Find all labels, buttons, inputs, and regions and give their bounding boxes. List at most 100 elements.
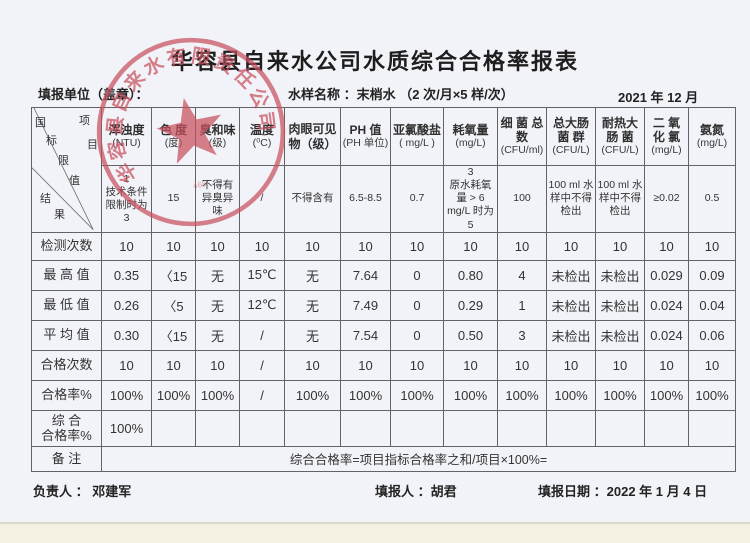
table-row-pass-count: 合格次数 10 10 10 / 10 10 10 10 10 10 10 10 … <box>31 349 736 381</box>
corner-result-char: 结 <box>40 193 51 205</box>
table-cell: 10 <box>443 349 498 381</box>
table-cell: 未检出 <box>595 259 645 291</box>
column-header: PH 值 (PH 单位) <box>340 107 391 166</box>
table-cell: 10 <box>595 231 645 261</box>
fill-date: 填报日期 ：2022 年 1 月 4 日 <box>538 484 708 499</box>
table-row-comprehensive-rate: 综 合 合格率% 100% <box>31 409 736 447</box>
column-header: 肉眼可见 物（级） <box>284 107 341 166</box>
row-label: 综 合 合格率% <box>31 409 102 447</box>
table-cell: 无 <box>195 289 240 321</box>
table-cell: 未检出 <box>595 319 645 351</box>
table-cell <box>340 409 391 447</box>
table-cell: 0 <box>390 289 444 321</box>
table-row-avg: 平 均 值 0.30 〈15 无 / 无 7.54 0 0.50 3 未检出 未… <box>31 319 736 351</box>
limit-cell: 6.5-8.5 <box>340 165 391 233</box>
limits-row: 1 技术条件 限制时为 3 15 不得有 异臭异 味 / 不得含有 6.5-8.… <box>32 165 736 233</box>
table-cell: / <box>239 379 285 411</box>
table-cell: 10 <box>101 349 152 381</box>
limit-cell: 100 ml 水 样中不得 检出 <box>595 165 645 233</box>
table-cell: 0 <box>390 319 444 351</box>
table-cell: 0.024 <box>644 319 689 351</box>
limit-cell: 不得含有 <box>284 165 341 233</box>
sample-label: 水样名称 ： <box>288 87 357 102</box>
table-cell: 100% <box>688 379 736 411</box>
row-label: 最 低 值 <box>31 289 102 321</box>
table-cell: 10 <box>195 349 240 381</box>
limit-cell: 100 ml 水 样中不得 检出 <box>546 165 596 233</box>
corner-cell: 项 目 国 标 限 值 结 果 <box>31 107 102 233</box>
limit-cell: / <box>239 165 285 233</box>
table-cell: 10 <box>340 231 391 261</box>
sample-value: 末梢水 （2 次/月×5 样/次） <box>356 87 514 102</box>
table-cell <box>546 409 596 447</box>
table-cell: 100% <box>101 409 152 447</box>
scan-edge-strip <box>0 522 750 543</box>
table-row-max: 最 高 值 0.35 〈15 无 15℃ 无 7.64 0 0.80 4 未检出… <box>31 259 736 291</box>
table-cell: 100% <box>390 379 444 411</box>
column-header: 总大肠 菌 群 (CFU/L) <box>546 107 596 166</box>
fill-unit-label: 填报单位（盖章）： <box>38 87 149 102</box>
limit-cell: 不得有 异臭异 味 <box>195 165 240 233</box>
corner-result-char: 果 <box>54 209 65 221</box>
column-header: 亚氯酸盐( mg/L ) <box>390 107 444 166</box>
table-cell: 100% <box>443 379 498 411</box>
table-cell <box>151 409 196 447</box>
table-cell: 未检出 <box>546 289 596 321</box>
table-cell <box>595 409 645 447</box>
table-cell: 7.54 <box>340 319 391 351</box>
table-cell: 100% <box>151 379 196 411</box>
table-cell: 7.64 <box>340 259 391 291</box>
quality-table: 项 目 国 标 限 值 结 果 浑浊度 (NTU) 色 度 (度) 臭和味 (级) 温… <box>31 107 736 472</box>
table-cell: 10 <box>688 349 736 381</box>
table-cell: 10 <box>546 349 596 381</box>
table-row-pass-rate: 合格率% 100% 100% 100% / 100% 100% 100% 100… <box>31 379 736 411</box>
table-cell: 100% <box>101 379 152 411</box>
table-cell: 10 <box>101 231 152 261</box>
table-cell: 无 <box>284 319 341 351</box>
corner-item-char: 项 <box>79 115 90 127</box>
table-cell: 10 <box>644 231 689 261</box>
column-header: 臭和味 (级) <box>195 107 240 166</box>
table-cell: 100% <box>546 379 596 411</box>
table-cell: 未检出 <box>595 289 645 321</box>
limit-cell: 3 原水耗氧 量 > 6 mg/L 时为 5 <box>443 165 498 233</box>
table-cell <box>644 409 689 447</box>
table-cell: 10 <box>497 349 547 381</box>
table-cell: 0.30 <box>101 319 152 351</box>
table-cell: 未检出 <box>546 259 596 291</box>
responsible-person: 负责人 ： 邓建军 <box>33 484 132 499</box>
column-header: 氨氮 (mg/L) <box>688 107 736 166</box>
table-cell: 100% <box>340 379 391 411</box>
limit-cell: 0.5 <box>688 165 736 233</box>
table-cell: 0.029 <box>644 259 689 291</box>
table-cell: 0.50 <box>443 319 498 351</box>
table-cell: / <box>239 319 285 351</box>
table-row-note: 备 注 综合合格率=项目指标合格率之和/项目×100%= <box>31 445 736 472</box>
table-cell: 10 <box>644 349 689 381</box>
table-cell <box>390 409 444 447</box>
table-cell: 〈15 <box>151 259 196 291</box>
table-cell: 12℃ <box>239 289 285 321</box>
corner-standard-char: 国 <box>35 117 46 129</box>
table-cell: 无 <box>195 319 240 351</box>
table-cell: 100% <box>644 379 689 411</box>
table-cell <box>688 409 736 447</box>
table-cell: 4 <box>497 259 547 291</box>
table-cell: 0.35 <box>101 259 152 291</box>
table-cell: 15℃ <box>239 259 285 291</box>
corner-standard-char: 标 <box>46 135 57 147</box>
table-cell: 未检出 <box>546 319 596 351</box>
row-label: 平 均 值 <box>31 319 102 351</box>
row-label: 备 注 <box>31 445 102 472</box>
limit-cell: 1 技术条件 限制时为 3 <box>101 165 152 233</box>
table-cell: 0.80 <box>443 259 498 291</box>
table-cell: 1 <box>497 289 547 321</box>
table-cell: 10 <box>151 349 196 381</box>
table-cell: 无 <box>284 289 341 321</box>
table-cell: 0.26 <box>101 289 152 321</box>
row-label: 合格率% <box>31 379 102 411</box>
table-cell: / <box>239 349 285 381</box>
table-cell: 7.49 <box>340 289 391 321</box>
table-cell: 10 <box>284 231 341 261</box>
